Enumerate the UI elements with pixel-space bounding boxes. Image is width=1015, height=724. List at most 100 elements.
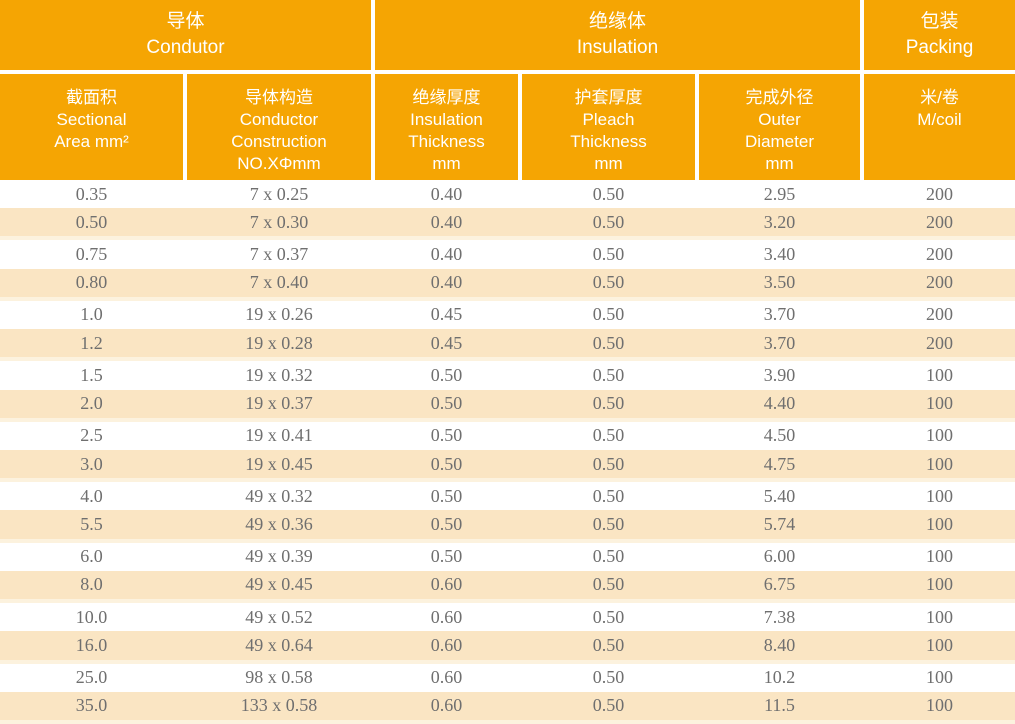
table-cell: 0.45 <box>430 304 463 325</box>
table-cell: 3.50 <box>763 272 796 293</box>
table-cell: 0.50 <box>592 332 625 353</box>
table-cell: 49 x 0.64 <box>245 634 313 655</box>
table-cell: 0.50 <box>430 453 463 474</box>
header-group-packing: 包装 Packing <box>864 0 1015 70</box>
table-cell: 100 <box>926 485 953 506</box>
table-cell: 0.40 <box>430 183 463 204</box>
table-row: 0.80 7 x 0.40 0.40 0.50 3.50 200 <box>0 268 1015 301</box>
table-row: 2.5 19 x 0.41 0.50 0.50 4.50 100 <box>0 422 1015 450</box>
table-cell: 19 x 0.45 <box>245 453 313 474</box>
column-header-conductor-construction: 导体构造 Conductor Construction NO.XΦmm <box>187 74 371 180</box>
table-cell: 0.50 <box>592 485 625 506</box>
table-cell: 100 <box>926 393 953 414</box>
table-cell: 7.38 <box>763 606 796 627</box>
table-cell: 6.00 <box>763 546 796 567</box>
table-cell: 0.50 <box>592 364 625 385</box>
table-cell: 200 <box>926 244 953 265</box>
table-cell: 5.5 <box>80 514 103 535</box>
table-cell: 35.0 <box>75 695 108 716</box>
table-cell: 1.0 <box>80 304 103 325</box>
table-cell: 200 <box>926 183 953 204</box>
table-row: 25.0 98 x 0.58 0.60 0.50 10.2 100 <box>0 664 1015 692</box>
table-row: 4.0 49 x 0.32 0.50 0.50 5.40 100 <box>0 482 1015 510</box>
column-header-insulation-thickness: 绝缘厚度 Insulation Thickness mm <box>375 74 518 180</box>
table-cell: 4.75 <box>763 453 796 474</box>
column-header-m-per-coil: 米/卷 M/coil <box>864 74 1015 180</box>
table-cell: 100 <box>926 667 953 688</box>
table-cell: 0.50 <box>430 393 463 414</box>
table-cell: 19 x 0.32 <box>245 364 313 385</box>
table-cell: 5.74 <box>763 514 796 535</box>
table-cell: 0.60 <box>430 574 463 595</box>
table-cell: 0.50 <box>592 183 625 204</box>
table-cell: 100 <box>926 425 953 446</box>
table-cell: 4.50 <box>763 425 796 446</box>
table-cell: 0.50 <box>592 546 625 567</box>
table-cell: 0.50 <box>592 514 625 535</box>
table-cell: 0.50 <box>592 574 625 595</box>
table-cell: 49 x 0.52 <box>245 606 313 627</box>
table-cell: 8.40 <box>763 634 796 655</box>
column-header-pleach-thickness: 护套厚度 Pleach Thickness mm <box>522 74 695 180</box>
table-cell: 100 <box>926 606 953 627</box>
table-cell: 0.75 <box>75 244 108 265</box>
table-cell: 7 x 0.37 <box>249 244 309 265</box>
table-cell: 0.50 <box>430 514 463 535</box>
table-cell: 1.2 <box>80 332 103 353</box>
table-cell: 0.50 <box>592 211 625 232</box>
table-row: 0.50 7 x 0.30 0.40 0.50 3.20 200 <box>0 208 1015 241</box>
table-cell: 3.20 <box>763 211 796 232</box>
table-cell: 19 x 0.28 <box>245 332 313 353</box>
table-cell: 7 x 0.25 <box>249 183 309 204</box>
table-cell: 0.50 <box>592 453 625 474</box>
table-cell: 133 x 0.58 <box>240 695 318 716</box>
table-cell: 0.60 <box>430 606 463 627</box>
table-cell: 0.50 <box>592 695 625 716</box>
table-cell: 100 <box>926 453 953 474</box>
table-cell: 4.40 <box>763 393 796 414</box>
table-cell: 0.35 <box>75 183 108 204</box>
table-cell: 100 <box>926 546 953 567</box>
table-cell: 3.40 <box>763 244 796 265</box>
table-cell: 3.70 <box>763 332 796 353</box>
table-row: 35.0 133 x 0.58 0.60 0.50 11.5 100 <box>0 691 1015 724</box>
table-cell: 0.50 <box>592 244 625 265</box>
table-cell: 0.50 <box>592 304 625 325</box>
table-cell: 11.5 <box>764 695 795 716</box>
table-row: 1.5 19 x 0.32 0.50 0.50 3.90 100 <box>0 361 1015 389</box>
table-cell: 200 <box>926 272 953 293</box>
table-row: 1.0 19 x 0.26 0.45 0.50 3.70 200 <box>0 301 1015 329</box>
table-cell: 0.40 <box>430 211 463 232</box>
table-cell: 49 x 0.32 <box>245 485 313 506</box>
table-cell: 49 x 0.39 <box>245 546 313 567</box>
table-cell: 3.70 <box>763 304 796 325</box>
table-cell: 0.50 <box>592 272 625 293</box>
table-cell: 2.95 <box>763 183 796 204</box>
table-row: 8.0 49 x 0.45 0.60 0.50 6.75 100 <box>0 570 1015 604</box>
table-row: 2.0 19 x 0.37 0.50 0.50 4.40 100 <box>0 389 1015 422</box>
table-cell: 0.60 <box>430 695 463 716</box>
table-cell: 200 <box>926 304 953 325</box>
header-group-conductor: 导体 Condutor <box>0 0 371 70</box>
table-cell: 3.0 <box>80 453 103 474</box>
column-header-sectional-area: 截面积 Sectional Area mm² <box>0 74 183 180</box>
table-cell: 16.0 <box>75 634 108 655</box>
table-row: 5.5 49 x 0.36 0.50 0.50 5.74 100 <box>0 510 1015 543</box>
table-cell: 200 <box>926 211 953 232</box>
table-cell: 0.50 <box>430 546 463 567</box>
table-row: 16.0 49 x 0.64 0.60 0.50 8.40 100 <box>0 631 1015 664</box>
table-cell: 0.50 <box>592 393 625 414</box>
table-cell: 4.0 <box>80 485 103 506</box>
table-cell: 2.0 <box>80 393 103 414</box>
table-cell: 0.50 <box>430 485 463 506</box>
table-cell: 98 x 0.58 <box>245 667 313 688</box>
table-cell: 10.2 <box>763 667 796 688</box>
table-cell: 0.50 <box>430 425 463 446</box>
table-cell: 19 x 0.41 <box>245 425 313 446</box>
table-cell: 0.50 <box>75 211 108 232</box>
table-cell: 100 <box>926 364 953 385</box>
table-cell: 19 x 0.37 <box>245 393 313 414</box>
table-cell: 8.0 <box>80 574 103 595</box>
table-cell: 6.75 <box>763 574 796 595</box>
table-cell: 0.40 <box>430 244 463 265</box>
